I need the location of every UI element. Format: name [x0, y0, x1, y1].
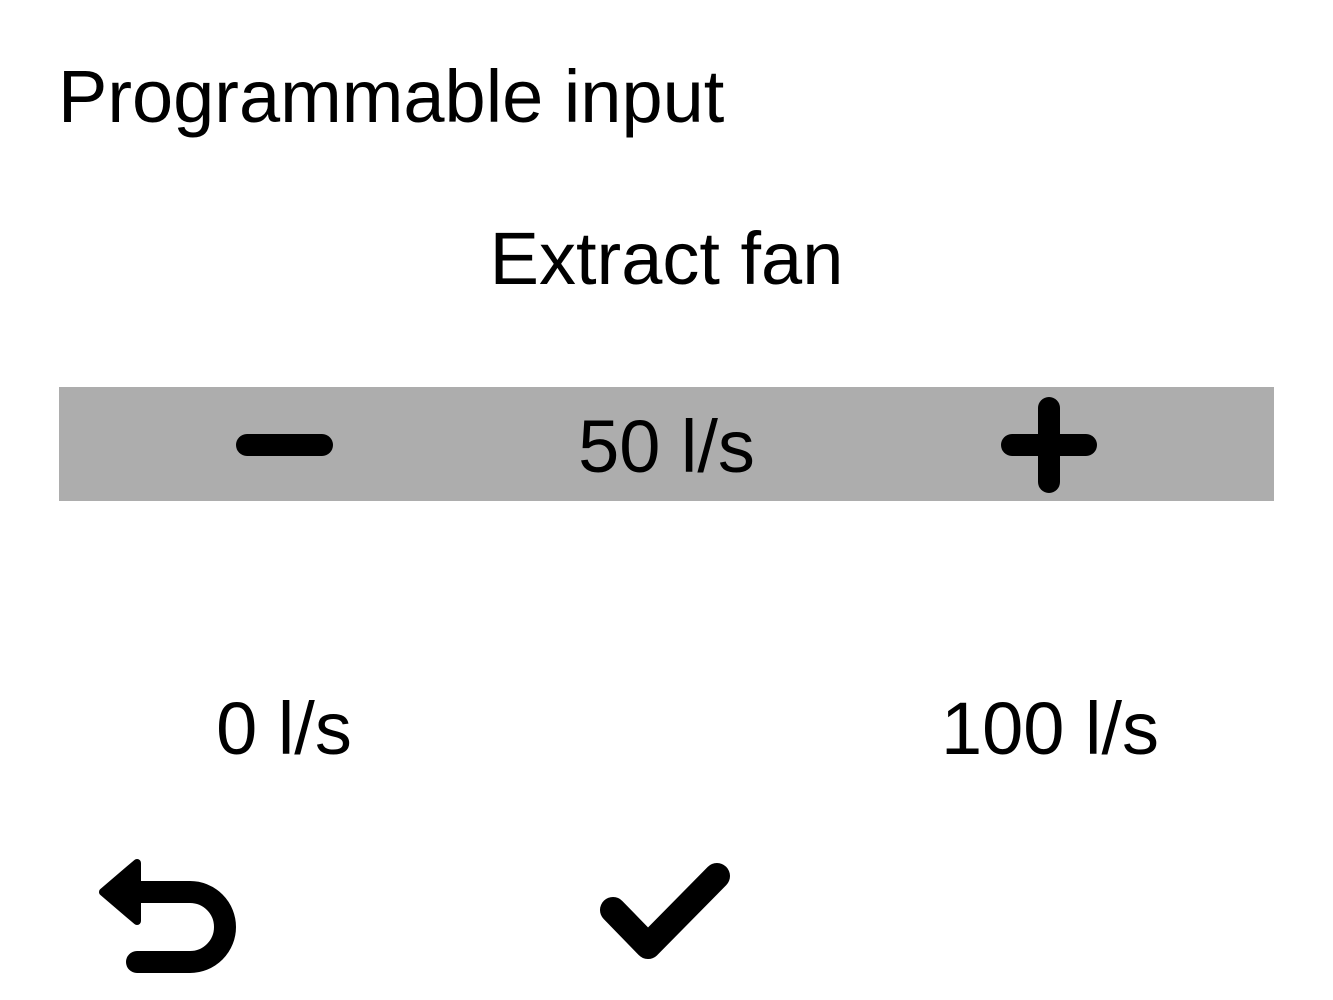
back-arrow-icon — [99, 859, 236, 973]
back-button[interactable] — [95, 855, 245, 975]
minus-icon — [236, 434, 333, 456]
checkmark-icon — [600, 863, 730, 959]
increment-button[interactable] — [995, 393, 1105, 498]
page-title: Programmable input — [58, 55, 725, 138]
range-min-label: 0 l/s — [216, 687, 352, 770]
range-max-label: 100 l/s — [940, 687, 1160, 770]
confirm-button[interactable] — [595, 858, 735, 968]
plus-icon — [1001, 397, 1097, 493]
decrement-button[interactable] — [230, 405, 340, 485]
setting-name: Extract fan — [489, 217, 844, 300]
stepper-value: 50 l/s — [578, 405, 755, 488]
